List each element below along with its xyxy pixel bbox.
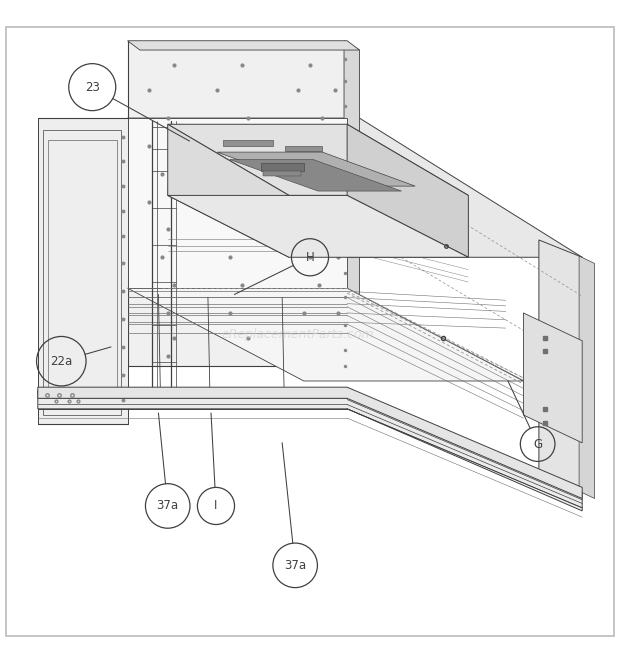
Polygon shape (168, 124, 289, 257)
Text: 23: 23 (85, 81, 100, 93)
Polygon shape (523, 313, 582, 443)
Polygon shape (539, 240, 582, 493)
Polygon shape (223, 140, 273, 146)
Polygon shape (128, 288, 523, 381)
Polygon shape (128, 40, 360, 50)
Text: G: G (533, 438, 542, 451)
Polygon shape (128, 118, 582, 257)
Text: I: I (215, 499, 218, 512)
Polygon shape (128, 118, 347, 288)
Polygon shape (128, 40, 347, 365)
Text: 22a: 22a (50, 355, 73, 368)
Polygon shape (285, 146, 322, 151)
Polygon shape (229, 160, 402, 191)
Polygon shape (168, 124, 468, 196)
Polygon shape (38, 387, 582, 499)
Polygon shape (263, 170, 301, 176)
Text: eReplacementParts.com: eReplacementParts.com (221, 328, 374, 341)
Text: 37a: 37a (157, 499, 179, 512)
Polygon shape (38, 391, 582, 511)
Polygon shape (347, 124, 468, 257)
Polygon shape (260, 163, 304, 170)
Polygon shape (38, 118, 128, 424)
Polygon shape (217, 152, 415, 186)
Text: H: H (306, 251, 314, 264)
Text: 37a: 37a (284, 559, 306, 572)
Polygon shape (344, 40, 360, 375)
Polygon shape (579, 256, 595, 499)
Polygon shape (168, 196, 468, 257)
